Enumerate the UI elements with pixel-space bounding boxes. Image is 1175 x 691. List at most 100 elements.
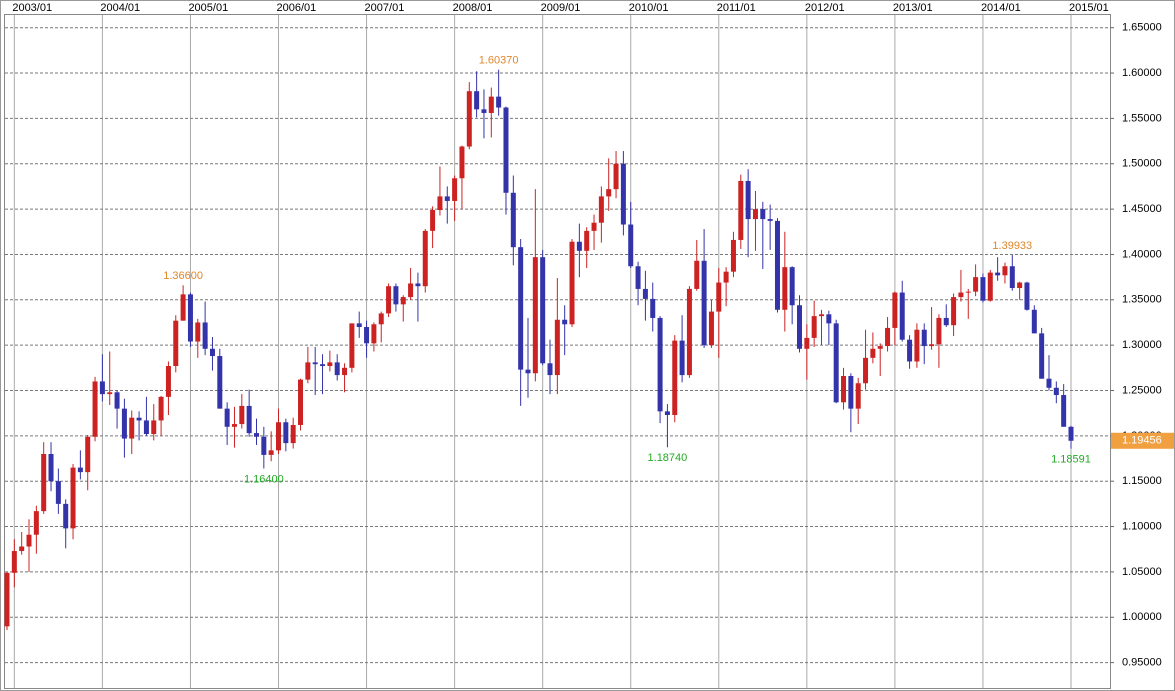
- candle-body: [532, 257, 538, 374]
- candle-body: [510, 192, 516, 248]
- candle-body: [466, 91, 472, 147]
- candle-body: [664, 411, 670, 415]
- extreme-label: 1.60370: [479, 55, 519, 67]
- candle-body: [77, 467, 83, 473]
- y-tick-label: 1.15000: [1122, 475, 1162, 487]
- candle-body: [356, 323, 362, 328]
- candle-body: [85, 436, 91, 473]
- candle-body: [342, 367, 348, 376]
- candle-body: [1039, 333, 1045, 379]
- candle-body: [158, 396, 164, 421]
- candle-body: [598, 196, 604, 223]
- extreme-label: 1.18740: [648, 452, 688, 464]
- x-tick-label: 2003/01: [12, 2, 52, 14]
- candle-body: [430, 210, 436, 231]
- candle-body: [261, 436, 267, 455]
- candle-body: [386, 286, 392, 314]
- candle-body: [239, 405, 245, 425]
- candle-body: [892, 292, 898, 328]
- candle-body: [173, 320, 179, 367]
- candle-body: [143, 420, 149, 435]
- candle-body: [723, 271, 729, 283]
- candle-body: [298, 379, 304, 425]
- candle-body: [848, 375, 854, 409]
- candle-body: [209, 348, 215, 357]
- candle-body: [129, 417, 135, 439]
- candle-body: [70, 467, 76, 529]
- candle-body: [327, 362, 333, 367]
- x-tick-label: 2014/01: [981, 2, 1021, 14]
- candle-body: [180, 294, 186, 321]
- candle-body: [591, 222, 597, 231]
- candle-body: [224, 408, 230, 427]
- x-tick-label: 2005/01: [188, 2, 228, 14]
- x-tick-label: 2013/01: [893, 2, 933, 14]
- candle-body: [760, 209, 766, 220]
- candle-body: [1002, 266, 1008, 276]
- candle-body: [217, 356, 223, 409]
- candle-body: [686, 288, 692, 376]
- x-tick-label: 2008/01: [453, 2, 493, 14]
- candle-body: [877, 346, 883, 349]
- candle-body: [55, 481, 61, 504]
- candle-body: [921, 329, 927, 347]
- candle-body: [613, 163, 619, 190]
- candle-body: [951, 297, 957, 326]
- extreme-label: 1.39933: [992, 240, 1032, 252]
- candle-body: [378, 313, 384, 325]
- extreme-label: 1.36600: [163, 270, 203, 282]
- candle-body: [1068, 426, 1074, 441]
- candle-body: [33, 511, 39, 535]
- candle-body: [415, 283, 421, 287]
- candle-body: [929, 344, 935, 347]
- candle-body: [826, 314, 832, 324]
- candle-body: [943, 317, 949, 326]
- candle-body: [1053, 387, 1059, 396]
- candle-body: [312, 362, 318, 365]
- x-tick-label: 2015/01: [1069, 2, 1109, 14]
- candle-body: [231, 424, 237, 427]
- candle-body: [774, 220, 780, 310]
- candle-body: [393, 286, 399, 305]
- candle-body: [554, 319, 560, 376]
- candle-body: [907, 339, 913, 362]
- candle-body: [503, 107, 509, 193]
- x-tick-label: 2009/01: [541, 2, 581, 14]
- candle-body: [202, 322, 208, 349]
- y-tick-label: 1.30000: [1122, 339, 1162, 351]
- candle-body: [936, 317, 942, 345]
- candle-body: [708, 311, 714, 346]
- y-tick-label: 1.40000: [1122, 248, 1162, 260]
- y-tick-label: 1.45000: [1122, 203, 1162, 215]
- candle-body: [63, 503, 69, 529]
- candle-body: [958, 292, 964, 298]
- candle-body: [782, 267, 788, 310]
- candle-body: [334, 362, 340, 376]
- candle-body: [246, 405, 252, 434]
- candle-body: [642, 288, 648, 299]
- candle-body: [1031, 309, 1037, 334]
- candle-body: [973, 277, 979, 292]
- candle-body: [650, 298, 656, 318]
- candle-body: [628, 224, 634, 267]
- x-tick-label: 2011/01: [717, 2, 756, 14]
- candle-body: [41, 453, 47, 512]
- candle-body: [789, 267, 795, 306]
- candle-body: [187, 294, 193, 342]
- y-tick-label: 1.25000: [1122, 384, 1162, 396]
- candle-body: [980, 277, 986, 301]
- candle-body: [525, 369, 531, 374]
- candle-body: [672, 340, 678, 415]
- candle-body: [408, 283, 414, 298]
- y-tick-label: 1.65000: [1122, 22, 1162, 34]
- candle-body: [283, 422, 289, 444]
- candle-body: [547, 363, 553, 376]
- candle-body: [657, 317, 663, 412]
- y-tick-label: 1.10000: [1122, 520, 1162, 532]
- candle-body: [452, 178, 458, 201]
- candle-body: [745, 180, 751, 220]
- candle-body: [422, 230, 428, 287]
- candle-body: [863, 357, 869, 384]
- candle-body: [767, 219, 773, 221]
- y-tick-label: 0.95000: [1122, 657, 1162, 669]
